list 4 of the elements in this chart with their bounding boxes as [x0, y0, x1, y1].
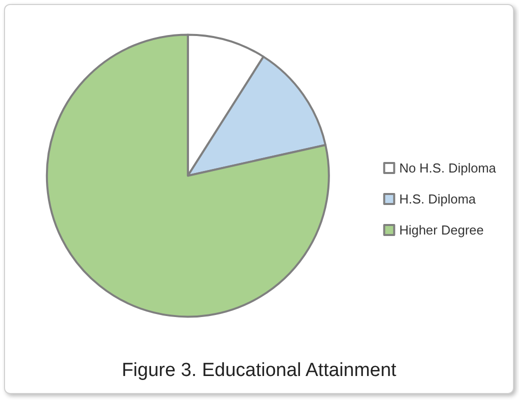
legend-label: H.S. Diploma	[399, 192, 477, 206]
text: Figure 3. Educational Attainment	[122, 360, 398, 381]
legend-label: No H.S. Diploma	[399, 160, 497, 176]
legend-label: Higher Degree	[399, 222, 484, 238]
